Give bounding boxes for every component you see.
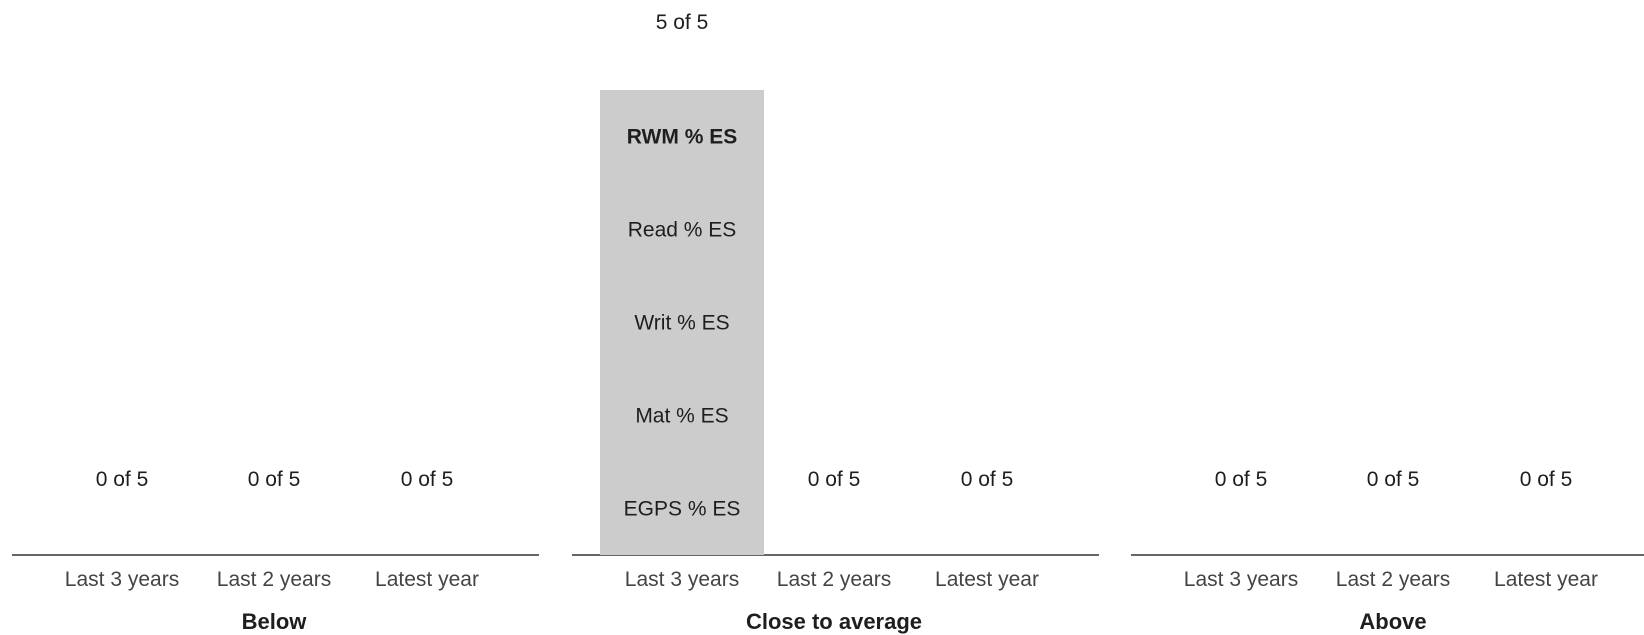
tick-label: Latest year [375, 568, 479, 591]
tick-label: Last 2 years [1336, 568, 1450, 591]
bar-item-label: Mat % ES [635, 405, 728, 428]
count-label: 0 of 5 [808, 468, 861, 491]
bar-item-label: Writ % ES [634, 312, 729, 335]
bar-item-label: EGPS % ES [624, 498, 741, 521]
bar-item-label: Read % ES [628, 219, 737, 242]
tick-label: Latest year [935, 568, 1039, 591]
bar [600, 90, 764, 555]
tick-label: Last 3 years [1184, 568, 1298, 591]
count-label: 0 of 5 [248, 468, 301, 491]
count-label: 5 of 5 [656, 11, 709, 34]
tick-label: Last 2 years [777, 568, 891, 591]
count-label: 0 of 5 [1520, 468, 1573, 491]
count-label: 0 of 5 [1367, 468, 1420, 491]
count-label: 0 of 5 [961, 468, 1014, 491]
count-label: 0 of 5 [1215, 468, 1268, 491]
tick-label: Latest year [1494, 568, 1598, 591]
group-label: Below [242, 609, 308, 634]
count-label: 0 of 5 [96, 468, 149, 491]
bar-item-label: RWM % ES [627, 126, 737, 149]
count-label: 0 of 5 [401, 468, 454, 491]
group-label: Above [1359, 609, 1426, 634]
tick-label: Last 3 years [625, 568, 739, 591]
tick-label: Last 2 years [217, 568, 331, 591]
group-label: Close to average [746, 609, 922, 634]
tick-label: Last 3 years [65, 568, 179, 591]
